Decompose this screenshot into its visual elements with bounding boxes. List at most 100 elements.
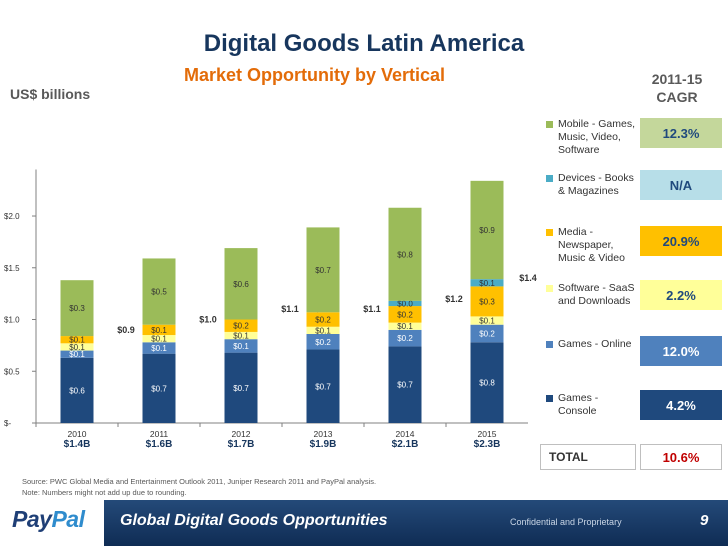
cagr-value-mobile: 12.3%	[640, 118, 722, 148]
data-label-console-2013: $0.7	[315, 382, 331, 391]
legend-label-line: Software - SaaS	[558, 282, 635, 294]
source-line: Source: PWC Global Media and Entertainme…	[22, 477, 377, 486]
growth-annotation: $1.0	[199, 315, 217, 325]
legend-label-line: Devices - Books	[558, 172, 634, 184]
bar-devices-2014	[388, 300, 422, 307]
data-label-console-2010: $0.6	[69, 386, 85, 395]
x-tick-label-2013: 2013	[314, 429, 333, 439]
category-total-2015: $2.3B	[474, 439, 501, 450]
bar-media-2010	[60, 336, 94, 344]
legend-item-saas: Software - SaaS and Downloads	[546, 282, 638, 308]
data-label-devices-2015: $0.1	[479, 279, 495, 288]
y-tick-label: $1.5	[4, 264, 20, 273]
bar-console-2012	[224, 352, 258, 423]
bar-mobile-2012	[224, 248, 258, 320]
data-label-online-2013: $0.2	[315, 338, 331, 347]
legend-label-line: Software	[558, 144, 600, 156]
data-label-console-2014: $0.7	[397, 381, 413, 390]
data-label-mobile-2010: $0.3	[69, 304, 85, 313]
data-label-mobile-2012: $0.6	[233, 280, 249, 289]
legend-item-mobile: Mobile - Games, Music, Video, Software	[546, 118, 638, 157]
bar-saas-2013	[306, 326, 340, 335]
legend-label-line: Mobile - Games,	[558, 118, 636, 130]
legend-label-line: & Magazines	[558, 185, 619, 197]
legend-swatch-console	[546, 395, 553, 402]
data-label-media-2010: $0.1	[69, 336, 85, 345]
data-label-online-2010: $0.1	[69, 350, 85, 359]
x-tick-label-2014: 2014	[396, 429, 415, 439]
legend-item-media: Media - Newspaper, Music & Video	[546, 226, 638, 265]
units-label: US$ billions	[10, 86, 91, 102]
data-label-saas-2014: $0.1	[397, 322, 413, 331]
logo-pal-text: Pal	[51, 506, 85, 532]
data-label-media-2011: $0.1	[151, 326, 167, 335]
bar-media-2015	[470, 286, 504, 317]
bar-console-2013	[306, 349, 340, 423]
data-label-saas-2011: $0.1	[151, 335, 167, 344]
bar-mobile-2011	[142, 258, 176, 325]
category-total-2011: $1.6B	[146, 439, 173, 450]
legend-item-devices: Devices - Books & Magazines	[546, 172, 638, 198]
data-label-console-2011: $0.7	[151, 384, 167, 393]
data-label-online-2015: $0.2	[479, 329, 495, 338]
data-label-saas-2013: $0.1	[315, 326, 331, 335]
data-label-media-2013: $0.2	[315, 316, 331, 325]
bar-saas-2014	[388, 322, 422, 330]
growth-annotation: $1.1	[363, 304, 381, 314]
bar-saas-2010	[60, 343, 94, 351]
bar-mobile-2015	[470, 180, 504, 280]
footer-logo-area	[0, 500, 104, 546]
footer-bar	[104, 500, 728, 546]
bar-online-2013	[306, 334, 340, 350]
data-label-mobile-2013: $0.7	[315, 266, 331, 275]
bar-mobile-2010	[60, 280, 94, 337]
data-label-saas-2012: $0.1	[233, 332, 249, 341]
bar-media-2013	[306, 312, 340, 327]
bar-saas-2011	[142, 335, 176, 343]
bar-media-2012	[224, 319, 258, 332]
x-tick-label-2012: 2012	[232, 429, 251, 439]
bar-online-2014	[388, 329, 422, 347]
bar-media-2014	[388, 306, 422, 323]
data-label-mobile-2014: $0.8	[397, 250, 413, 259]
data-label-console-2012: $0.7	[233, 384, 249, 393]
growth-annotation: $1.2	[445, 294, 463, 304]
data-label-online-2014: $0.2	[397, 334, 413, 343]
category-total-2013: $1.9B	[310, 439, 337, 450]
bar-devices-2015	[470, 279, 504, 287]
y-tick-label: $0.5	[4, 367, 20, 376]
legend-swatch-devices	[546, 175, 553, 182]
legend-swatch-mobile	[546, 121, 553, 128]
data-label-console-2015: $0.8	[479, 379, 495, 388]
total-label: TOTAL	[540, 444, 636, 470]
bar-online-2011	[142, 342, 176, 354]
cagr-value-saas: 2.2%	[640, 280, 722, 310]
legend-label-line: Newspaper,	[558, 239, 614, 251]
bar-media-2011	[142, 324, 176, 336]
legend-item-console: Games - Console	[546, 392, 638, 418]
y-tick-label: $-	[4, 419, 11, 428]
data-label-mobile-2011: $0.5	[151, 288, 167, 297]
data-label-media-2015: $0.3	[479, 297, 495, 306]
growth-annotation: $1.1	[281, 304, 299, 314]
bar-online-2010	[60, 350, 94, 358]
page-subtitle: Market Opportunity by Vertical	[184, 65, 446, 85]
x-tick-label-2015: 2015	[478, 429, 497, 439]
data-label-mobile-2015: $0.9	[479, 226, 495, 235]
category-total-2012: $1.7B	[228, 439, 255, 450]
data-label-online-2011: $0.1	[151, 344, 167, 353]
total-cagr-value: 10.6%	[640, 444, 722, 470]
cagr-heading-years: 2011-15	[651, 71, 703, 87]
page-number: 9	[700, 512, 709, 529]
footer-title: Global Digital Goods Opportunities	[120, 512, 388, 529]
cagr-heading: 2011-15 CAGR	[632, 70, 722, 106]
cagr-value-console: 4.2%	[640, 390, 722, 420]
cagr-value-media: 20.9%	[640, 226, 722, 256]
category-total-2014: $2.1B	[392, 439, 419, 450]
logo-pay-text: Pay	[12, 506, 52, 532]
bar-console-2015	[470, 342, 504, 423]
legend-label-line: Music & Video	[558, 252, 625, 264]
legend-label-line: Games - Online	[558, 338, 632, 350]
cagr-heading-label: CAGR	[656, 89, 698, 105]
legend-label-line: Games - Console	[558, 392, 599, 417]
